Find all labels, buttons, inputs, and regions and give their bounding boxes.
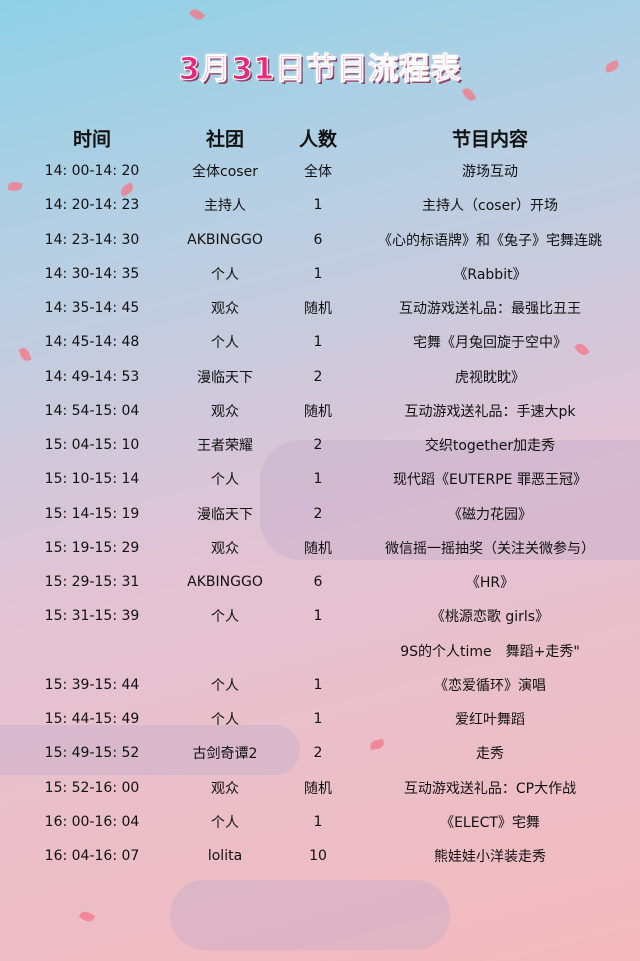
time-cell: 15: 52-16: 00 — [44, 779, 140, 796]
count-cell: 随机 — [304, 403, 332, 420]
time-cell: 16: 04-16: 07 — [44, 848, 140, 864]
content-cell: 《磁力花园》 — [448, 506, 532, 523]
count-cell: 2 — [313, 505, 323, 522]
club-cell: 个人 — [211, 677, 239, 694]
content-cell: 虎视眈眈》 — [455, 369, 525, 386]
time-cell: 14: 00-14: 20 — [44, 163, 140, 179]
content-cell: 9S的个人time 舞蹈+走秀" — [400, 643, 580, 660]
club-cell: 主持人 — [204, 198, 246, 215]
content-cell: 《心的标语牌》和《兔子》宅舞连跳 — [378, 232, 602, 249]
club-cell: 个人 — [211, 335, 239, 352]
content-cell: 《ELECT》宅舞 — [440, 814, 540, 831]
column-header: 时间 — [72, 128, 112, 151]
time-cell: 14: 20-14: 23 — [44, 197, 140, 214]
time-cell: 15: 10-15: 14 — [44, 471, 140, 488]
content-cell: 《Rabbit》 — [453, 266, 527, 283]
time-cell: 15: 31-15: 39 — [44, 608, 140, 625]
decor — [170, 880, 450, 950]
club-cell: 个人 — [211, 609, 239, 626]
content-cell: 熊娃娃小洋装走秀 — [434, 849, 546, 865]
content-cell: 交织together加走秀 — [424, 438, 556, 454]
petal — [188, 6, 206, 23]
content-cell: 互动游戏送礼品：CP大作战 — [403, 780, 577, 797]
content-cell: 互动游戏送礼品：最强比丑王 — [399, 301, 581, 317]
content-cell: 宅舞《月兔回旋于空中》 — [413, 335, 567, 352]
count-cell: 1 — [313, 265, 323, 282]
time-cell: 15: 49-15: 52 — [44, 745, 140, 762]
club-cell: 观众 — [211, 540, 239, 557]
decor — [0, 725, 300, 775]
content-cell: 《恋爱循环》演唱 — [434, 677, 546, 694]
content-cell: 主持人（coser）开场 — [422, 198, 558, 215]
club-cell: 全体coser — [192, 164, 258, 180]
content-cell: 游场互动 — [462, 164, 518, 180]
count-cell: 1 — [313, 813, 323, 830]
count-cell: 2 — [313, 745, 323, 762]
count-cell: 1 — [313, 197, 323, 214]
time-cell: 14: 23-14: 30 — [44, 231, 140, 248]
count-cell: 6 — [313, 574, 323, 590]
count-cell: 2 — [313, 368, 323, 385]
club-cell: 个人 — [211, 712, 239, 728]
petal — [574, 341, 590, 358]
count-cell: 随机 — [304, 540, 332, 557]
content-cell: 《桃源恋歌 girls》 — [430, 609, 550, 626]
content-cell: 《HR》 — [465, 575, 515, 591]
club-cell: 漫临天下 — [197, 369, 253, 386]
count-cell: 10 — [309, 848, 327, 864]
count-cell: 1 — [313, 471, 323, 488]
column-header: 节目内容 — [451, 128, 529, 151]
club-cell: 王者荣耀 — [197, 438, 253, 454]
club-cell: 个人 — [211, 266, 239, 283]
club-cell: lolita — [207, 848, 243, 864]
time-cell: 14: 35-14: 45 — [44, 300, 140, 316]
petal — [461, 86, 477, 103]
petal — [7, 180, 23, 193]
count-cell: 6 — [313, 231, 323, 248]
club-cell: 观众 — [211, 301, 239, 317]
count-cell: 1 — [313, 676, 323, 693]
time-cell: 14: 30-14: 35 — [44, 265, 140, 282]
content-cell: 爱红叶舞蹈 — [455, 712, 525, 728]
title: 3月31日节目流程表 — [178, 52, 462, 88]
petal — [78, 909, 96, 924]
column-header: 人数 — [298, 128, 338, 151]
count-cell: 1 — [313, 711, 323, 727]
club-cell: 个人 — [211, 814, 239, 831]
club-cell: 个人 — [211, 472, 239, 489]
decor — [260, 440, 640, 560]
club-cell: 漫临天下 — [197, 506, 253, 523]
club-cell: AKBINGGO — [187, 231, 263, 248]
time-cell: 15: 39-15: 44 — [44, 676, 140, 693]
count-cell: 2 — [313, 437, 323, 453]
count-cell: 全体 — [304, 164, 332, 180]
club-cell: 观众 — [211, 780, 239, 797]
time-cell: 14: 54-15: 04 — [44, 402, 140, 419]
count-cell: 1 — [313, 608, 323, 625]
time-cell: 14: 45-14: 48 — [44, 334, 140, 351]
petal — [118, 182, 136, 197]
petal — [18, 346, 32, 363]
club-cell: 古剑奇谭2 — [192, 746, 258, 763]
club-cell: 观众 — [211, 403, 239, 420]
count-cell: 随机 — [304, 780, 332, 797]
time-cell: 14: 49-14: 53 — [44, 368, 140, 385]
time-cell: 15: 14-15: 19 — [44, 505, 140, 522]
time-cell: 15: 19-15: 29 — [44, 539, 140, 556]
club-cell: AKBINGGO — [187, 574, 263, 590]
content-cell: 现代蹈《EUTERPE 罪恶王冠》 — [393, 472, 587, 489]
count-cell: 1 — [313, 334, 323, 351]
content-cell: 互动游戏送礼品：手速大pk — [404, 403, 576, 420]
count-cell: 随机 — [304, 301, 332, 317]
petal — [369, 738, 385, 751]
time-cell: 15: 04-15: 10 — [44, 437, 140, 453]
time-cell: 15: 29-15: 31 — [44, 574, 140, 590]
content-cell: 走秀 — [476, 746, 504, 763]
time-cell: 16: 00-16: 04 — [44, 813, 140, 830]
column-header: 社团 — [205, 128, 245, 151]
content-cell: 微信摇一摇抽奖（关注关微参与） — [385, 540, 595, 557]
time-cell: 15: 44-15: 49 — [44, 711, 140, 727]
